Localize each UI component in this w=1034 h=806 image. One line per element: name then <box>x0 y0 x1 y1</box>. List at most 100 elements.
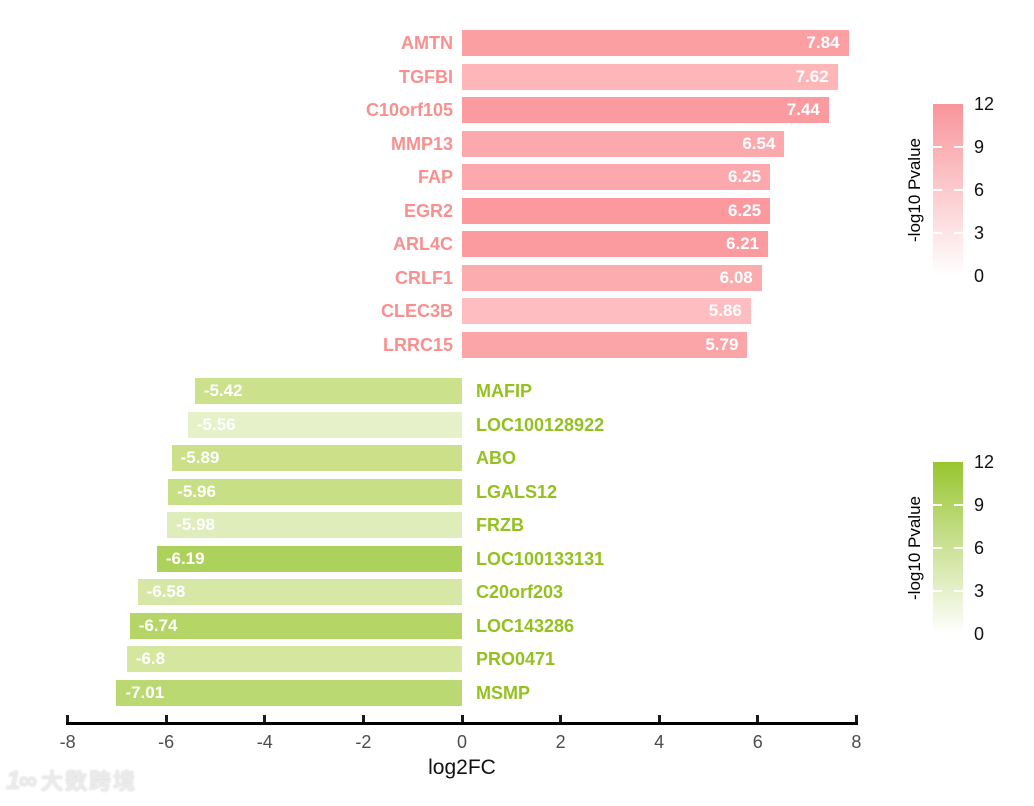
gene-label: C10orf105 <box>365 100 453 120</box>
axis-tick <box>263 715 267 722</box>
gene-label: CRLF1 <box>395 267 453 288</box>
bar-value-label: 6.25 <box>728 200 762 220</box>
gene-label: MMP13 <box>390 133 453 154</box>
bar-value-label: -5.96 <box>177 481 216 501</box>
axis-tick-label: -6 <box>158 732 175 752</box>
gene-label: MAFIP <box>476 381 532 401</box>
axis-tick <box>756 715 760 722</box>
legend-tick-dash <box>933 146 942 148</box>
gene-label: FAP <box>417 167 453 187</box>
bar: -7.01 <box>116 679 462 706</box>
watermark-text: 大数跨境 <box>41 769 138 794</box>
bar-value-label: 6.54 <box>742 133 776 153</box>
legend-tick-dash <box>933 189 942 191</box>
watermark-logo-icon: 1∞ <box>6 764 37 795</box>
bar-value-label: -5.56 <box>196 414 236 434</box>
legend-tick-dash <box>954 146 963 148</box>
bar-value-label: -5.98 <box>176 515 215 534</box>
axis-tick-label: 2 <box>555 732 566 752</box>
bar: 5.79 <box>462 331 748 358</box>
legend-title-down: -log10 Pvalue <box>905 496 924 600</box>
legend-tick-dash <box>954 189 963 191</box>
legend-tick-label: 12 <box>974 452 995 472</box>
axis-tick <box>164 715 168 722</box>
legend-tick-label: 9 <box>974 495 985 515</box>
legend-tick-label: 6 <box>974 180 985 200</box>
legend-tick-dash <box>933 232 942 234</box>
bar: -5.42 <box>194 378 462 404</box>
gene-label: LOC100128922 <box>476 414 605 435</box>
legend-tick-label: 6 <box>974 538 985 558</box>
gene-label: C20orf203 <box>476 582 564 602</box>
gene-label: CLEC3B <box>380 301 453 321</box>
gene-label: LGALS12 <box>476 481 558 502</box>
legend-tick-label: 9 <box>974 137 985 157</box>
legend-tick-dash <box>933 590 942 592</box>
legend-tick-label: 0 <box>974 624 985 644</box>
axis-tick <box>66 715 70 722</box>
axis-tick-label: 8 <box>851 732 862 752</box>
gene-label: ARL4C <box>392 234 453 254</box>
axis-tick-label: 6 <box>752 732 763 752</box>
bar-value-label: 7.62 <box>795 66 829 86</box>
gene-label: LRRC15 <box>382 334 453 355</box>
bar: 7.84 <box>462 30 849 56</box>
gene-label: TGFBI <box>399 66 453 87</box>
bar: -5.56 <box>187 411 462 438</box>
bar-value-label: 5.79 <box>705 334 739 354</box>
legend-tick-dash <box>954 590 963 592</box>
bar-value-label: -6.74 <box>138 615 178 635</box>
watermark: 1∞ 大数跨境 <box>6 764 137 796</box>
gene-label: MSMP <box>476 682 530 703</box>
bar: -6.74 <box>129 612 462 639</box>
axis-tick-label: -2 <box>355 732 372 752</box>
bar: 6.08 <box>462 264 762 291</box>
legend-title-up: -log10 Pvalue <box>905 138 924 242</box>
bar-value-label: -7.01 <box>125 682 165 702</box>
bar: -5.98 <box>167 512 462 538</box>
axis-tick-label: 0 <box>456 732 467 752</box>
legend-tick-label: 12 <box>974 94 995 114</box>
axis-tick-label: -8 <box>59 732 76 752</box>
axis-tick <box>559 715 563 722</box>
gene-label: LOC143286 <box>476 615 575 636</box>
legend-tick-label: 0 <box>974 266 985 286</box>
legend-tick-dash <box>954 232 963 234</box>
axis-tick-label: -4 <box>256 732 273 752</box>
bar-value-label: -6.19 <box>165 548 205 568</box>
gene-label: AMTN <box>401 33 453 53</box>
x-axis-line <box>65 722 859 725</box>
bar-value-label: 6.21 <box>726 234 760 253</box>
bar: -6.19 <box>156 545 462 572</box>
bar-value-label: 7.84 <box>806 33 840 52</box>
bar: 5.86 <box>462 298 751 324</box>
legend-tick-dash <box>954 547 963 549</box>
bar: 6.54 <box>462 130 785 157</box>
x-axis-title: log2FC <box>428 756 496 779</box>
legend-tick-dash <box>933 504 942 506</box>
bar-value-label: -6.58 <box>146 582 186 601</box>
legend-tick-label: 3 <box>974 581 985 601</box>
bar: -5.89 <box>171 445 462 471</box>
axis-tick <box>657 715 661 722</box>
legend-upregulated: -log10 Pvalue 12 9 6 3 0 <box>895 94 1034 286</box>
bar: 6.21 <box>462 231 769 257</box>
legend-tick-dash <box>933 547 942 549</box>
bar: 6.25 <box>462 197 771 224</box>
bar-value-label: 6.25 <box>728 167 762 186</box>
axis-tick <box>460 715 464 722</box>
bar-value-label: -5.89 <box>180 448 220 467</box>
axis-tick <box>361 715 365 722</box>
gene-label: EGR2 <box>403 200 453 221</box>
gene-label: LOC100133131 <box>476 548 605 569</box>
gene-label: PRO0471 <box>476 649 556 669</box>
gene-label: ABO <box>476 448 516 468</box>
bar-value-label: 7.44 <box>786 100 820 119</box>
bar-value-label: -6.8 <box>135 649 166 668</box>
bar-value-label: 6.08 <box>719 267 753 287</box>
bar-value-label: -5.42 <box>203 381 243 400</box>
legend-tick-dash <box>954 504 963 506</box>
legend-tick-label: 3 <box>974 223 985 243</box>
axis-tick-label: 4 <box>654 732 665 752</box>
